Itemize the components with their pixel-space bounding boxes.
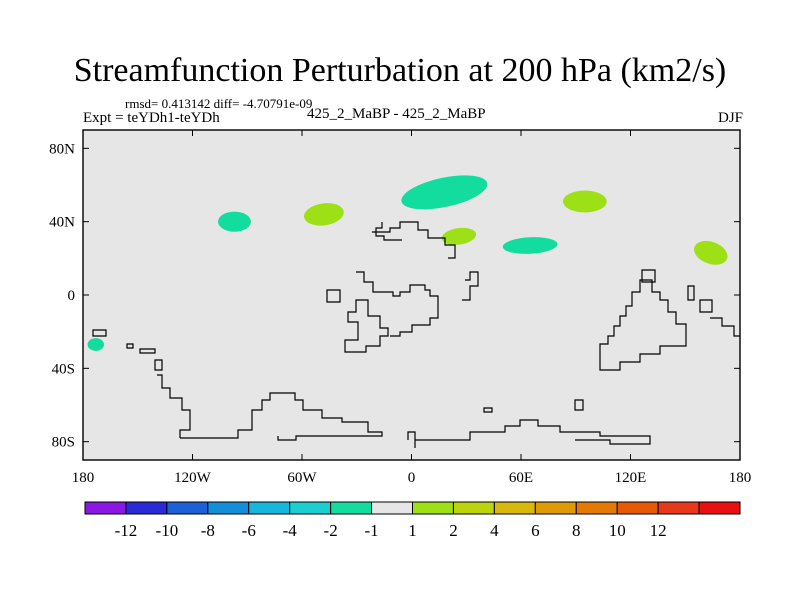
case-label: 425_2_MaBP - 425_2_MaBP — [307, 106, 486, 122]
anomaly-west-pacific-north — [694, 240, 728, 265]
anomaly-mediterranean — [441, 227, 477, 245]
y-tick-label: 80S — [52, 435, 75, 451]
colorbar-label: -2 — [324, 521, 338, 540]
colorbar-box — [616, 501, 659, 515]
colorbar-label: -1 — [364, 521, 378, 540]
x-tick-label: 120E — [615, 470, 647, 486]
colorbar-label: 4 — [490, 521, 499, 540]
colorbar-box — [452, 501, 495, 515]
colorbar-label: 6 — [531, 521, 540, 540]
colorbar-box — [207, 501, 250, 515]
x-tick-label: 60E — [509, 470, 533, 486]
colorbar-box — [575, 501, 618, 515]
anomaly-central-asia — [562, 190, 607, 213]
colorbar-box — [534, 501, 577, 515]
coastline-africa-north-mass — [356, 271, 439, 337]
coastline-europe-north — [375, 222, 402, 241]
coastline-south-america — [92, 329, 156, 354]
axis-tick-labels: 180 120W 60W 0 60E 120E 180 80N 40N 0 40S 80S — [49, 141, 751, 486]
anomaly-europe — [401, 175, 488, 210]
colorbar-label: 8 — [572, 521, 581, 540]
x-tick-label: 120W — [174, 470, 212, 486]
y-tick-label: 80N — [49, 141, 75, 157]
plot-background — [83, 130, 740, 460]
anomaly-layer — [87, 175, 728, 351]
anomaly-north-america — [218, 211, 251, 232]
coastline-australia — [599, 279, 687, 371]
colorbar-box — [125, 501, 168, 515]
coastline-antarctica — [157, 374, 651, 448]
colorbar-label: -10 — [156, 521, 179, 540]
y-tick-label: 40S — [52, 361, 75, 377]
colorbar-box — [166, 501, 209, 515]
x-tick-label: 180 — [729, 470, 752, 486]
x-tick-label: 0 — [408, 470, 416, 486]
experiment-label: Expt = teYDh1-teYDh — [83, 110, 220, 126]
colorbar-label: 1 — [408, 521, 417, 540]
colorbar-label: 12 — [650, 521, 667, 540]
colorbar-box — [657, 501, 700, 515]
colorbar-box — [493, 501, 536, 515]
coastline-indonesia — [641, 269, 713, 313]
colorbar-box — [248, 501, 291, 515]
colorbar-label: -6 — [242, 521, 256, 540]
colorbar-box — [412, 501, 454, 515]
colorbar-labels: -12 -10 -8 -6 -4 -2 -1 1 2 4 6 8 10 12 — [115, 521, 667, 540]
y-tick-label: 40N — [49, 215, 75, 231]
colorbar — [84, 501, 741, 515]
coastline-caribbean — [326, 289, 341, 303]
coastline-arabia — [462, 271, 479, 301]
colorbar-label: 2 — [449, 521, 458, 540]
anomaly-north-atlantic-west — [303, 203, 344, 226]
coastline-layer — [92, 221, 740, 448]
chart-title: Streamfunction Perturbation at 200 hPa (… — [73, 52, 727, 89]
colorbar-label: 10 — [609, 521, 626, 540]
colorbar-label: -4 — [283, 521, 298, 540]
axis-ticks — [82, 130, 741, 460]
coastline-southern-africa — [344, 299, 389, 353]
x-tick-label: 60W — [287, 470, 317, 486]
colorbar-box — [371, 501, 413, 515]
colorbar-box — [84, 501, 127, 515]
colorbar-label: -8 — [201, 521, 215, 540]
anomaly-middle-east — [502, 237, 558, 254]
anomaly-west-pacific-south — [87, 338, 104, 351]
stats-text: rmsd= 0.413142 diff= -4.70791e-09 — [125, 96, 313, 111]
coastline-japan — [710, 317, 740, 337]
colorbar-label: -12 — [115, 521, 138, 540]
colorbar-box — [330, 501, 373, 515]
colorbar-box — [289, 501, 332, 515]
coastline-east-pacific — [154, 359, 584, 413]
x-tick-label: 180 — [72, 470, 95, 486]
y-tick-label: 0 — [68, 288, 76, 304]
season-label: DJF — [717, 110, 743, 126]
coastline-north-africa — [372, 221, 456, 259]
colorbar-box — [698, 501, 741, 515]
